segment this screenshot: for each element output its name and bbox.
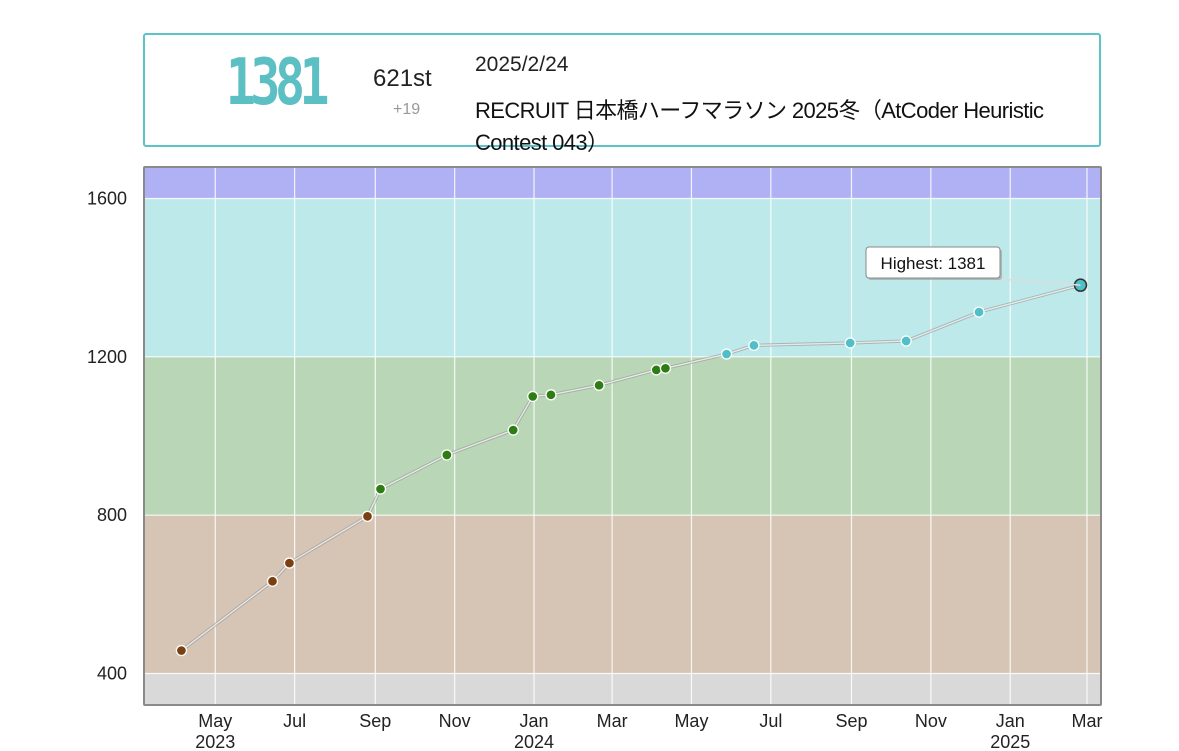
x-tick-year: 2024 — [514, 732, 554, 751]
rating-point — [593, 379, 605, 391]
current-rating: 1381 — [225, 46, 330, 120]
x-tick-label: Jul — [759, 711, 782, 731]
x-tick-label: Nov — [439, 711, 471, 731]
x-tick-label: Sep — [359, 711, 391, 731]
contest-name[interactable]: RECRUIT 日本橋ハーフマラソン 2025冬（AtCoder Heurist… — [475, 98, 1044, 155]
y-tick-label: 1200 — [87, 347, 127, 367]
rating-band-0 — [145, 673, 1100, 704]
rating-point — [374, 483, 387, 495]
y-tick-label: 400 — [97, 664, 127, 684]
rating-line — [180, 283, 1081, 652]
rating-point — [266, 575, 279, 587]
x-tick-label: Mar — [1071, 711, 1102, 731]
x-tick-label: May — [674, 711, 708, 731]
tooltip-pointer — [985, 277, 1081, 286]
rating-point — [650, 364, 662, 376]
x-tick-label: Mar — [597, 711, 628, 731]
contest-date: 2025/2/24 — [475, 53, 569, 76]
rating-diff: +19 — [393, 101, 421, 118]
rating-point — [659, 362, 672, 374]
rating-point — [720, 348, 733, 360]
chart-frame — [143, 166, 1102, 706]
x-tick-label: Jan — [520, 711, 549, 731]
rating-status-card: 1381 621st +19 2025/2/24 RECRUIT 日本橋ハーフマ… — [143, 33, 1101, 155]
x-tick-label: May — [198, 711, 232, 731]
rating-point — [900, 335, 912, 347]
rating-point — [361, 510, 374, 523]
x-tick-year: 2025 — [990, 732, 1030, 751]
x-tick-label: Jan — [996, 711, 1025, 731]
rating-point — [441, 449, 453, 461]
chart-grid — [145, 168, 1100, 704]
rating-point — [507, 424, 519, 436]
rating-line-path — [181, 284, 1081, 652]
tooltip-box — [865, 246, 1001, 279]
rating-band-4 — [145, 168, 1100, 199]
x-tick-year: 2023 — [195, 732, 235, 751]
rating-point — [748, 339, 760, 351]
x-tick-label: Nov — [915, 711, 947, 731]
rating-band-1 — [145, 515, 1100, 674]
tooltip-text: Highest: 1381 — [881, 254, 986, 273]
contest-rank: 621st — [373, 65, 432, 92]
rating-point — [527, 390, 539, 403]
rating-point — [973, 306, 985, 318]
rating-point — [545, 389, 557, 401]
rating-point — [844, 337, 856, 349]
y-tick-label: 800 — [97, 505, 127, 525]
rating-point — [175, 644, 188, 657]
highest-tooltip: Highest: 1381 — [865, 246, 1081, 286]
rating-point — [283, 557, 296, 569]
x-tick-label: Sep — [835, 711, 867, 731]
x-tick-label: Jul — [283, 711, 306, 731]
y-tick-label: 1600 — [87, 188, 127, 208]
rating-band-2 — [145, 356, 1100, 516]
